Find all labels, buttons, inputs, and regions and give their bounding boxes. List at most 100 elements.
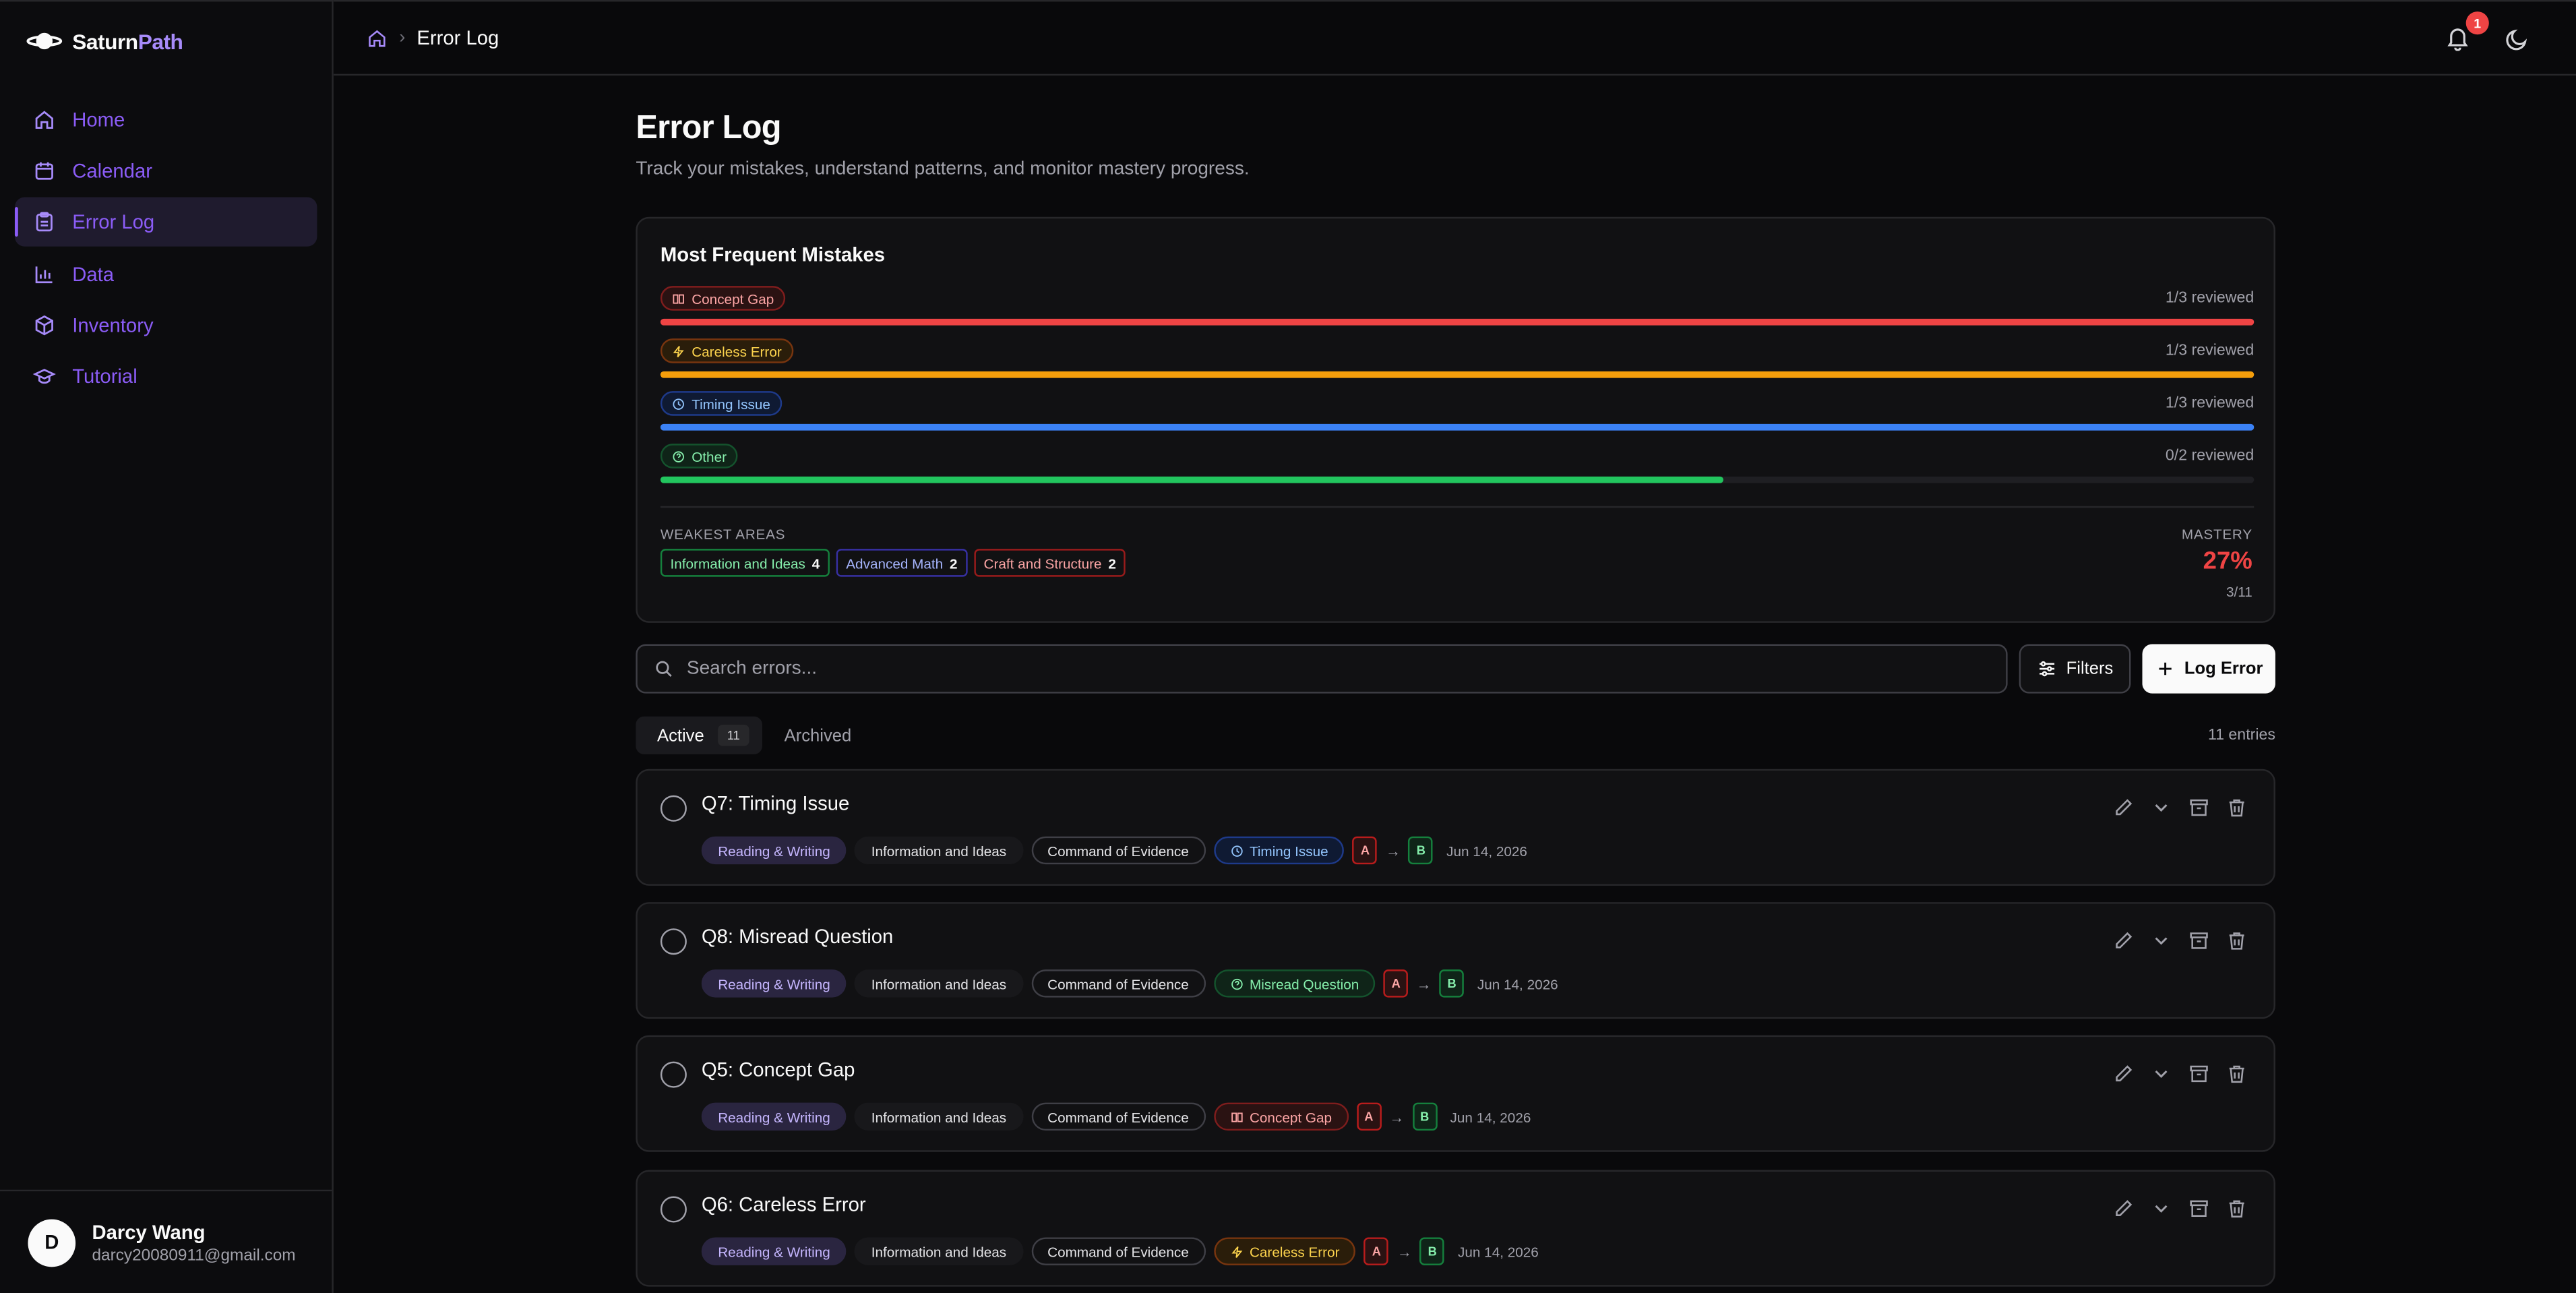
search-box <box>636 644 2008 694</box>
sidebar-nav: Home Calendar Error Log Data Inventory T… <box>14 95 317 402</box>
sidebar-item-label: Data <box>72 262 115 286</box>
book-icon <box>1231 1112 1242 1122</box>
sidebar-item-data[interactable]: Data <box>15 249 317 298</box>
error-row[interactable]: Q8: Misread Question Reading & Writing I… <box>636 902 2275 1019</box>
chevron-down-icon[interactable] <box>2151 1198 2172 1220</box>
correct-answer: B <box>1419 1237 1445 1265</box>
error-row[interactable]: Q5: Concept Gap Reading & Writing Inform… <box>636 1035 2275 1152</box>
bar-chart-icon <box>35 266 53 283</box>
pencil-icon[interactable] <box>2113 797 2135 818</box>
skill-tag: Command of Evidence <box>1031 969 1206 998</box>
chevron-down-icon[interactable] <box>2151 797 2172 818</box>
brand-logo[interactable]: SaturnPath <box>26 25 183 58</box>
sidebar-item-label: Inventory <box>72 313 154 337</box>
archive-icon[interactable] <box>2188 930 2210 952</box>
clipboard-icon <box>36 212 53 233</box>
review-toggle[interactable] <box>660 1196 687 1223</box>
card-title: Most Frequent Mistakes <box>660 243 886 266</box>
trash-icon[interactable] <box>2226 1198 2248 1220</box>
active-count: 11 <box>717 724 750 746</box>
chevron-down-icon[interactable] <box>2151 1063 2172 1085</box>
archive-icon[interactable] <box>2188 1063 2210 1085</box>
trash-icon[interactable] <box>2226 1063 2248 1085</box>
tab-active[interactable]: Active 11 <box>636 716 763 754</box>
weakest-areas-label: WEAKEST AREAS <box>660 526 786 543</box>
subject-tag: Reading & Writing <box>701 1102 847 1131</box>
review-toggle[interactable] <box>660 795 687 822</box>
progress-track <box>660 476 2255 483</box>
sidebar-item-label: Calendar <box>72 159 152 183</box>
zap-icon <box>1231 1245 1242 1257</box>
error-row[interactable]: Q7: Timing Issue Reading & Writing Infor… <box>636 769 2275 886</box>
trash-icon[interactable] <box>2226 930 2248 952</box>
box-icon <box>35 315 53 335</box>
progress-track <box>660 423 2255 431</box>
review-toggle[interactable] <box>660 928 687 955</box>
correct-answer: B <box>1439 969 1465 998</box>
error-title: Q7: Timing Issue <box>701 791 850 815</box>
clock-icon <box>1231 845 1242 856</box>
error-type-tag: Timing Issue <box>1213 836 1345 865</box>
moon-icon[interactable] <box>2504 26 2530 53</box>
pencil-icon[interactable] <box>2113 1198 2135 1220</box>
reviewed-count: 1/3 reviewed <box>2165 342 2255 360</box>
arrow-right-icon: → <box>1397 1242 1412 1260</box>
help-circle-icon <box>1231 978 1242 990</box>
sidebar-item-home[interactable]: Home <box>15 95 317 144</box>
weak-area-chip[interactable]: Advanced Math 2 <box>836 549 968 577</box>
bell-icon[interactable] <box>2445 25 2471 51</box>
sidebar-item-calendar[interactable]: Calendar <box>15 146 317 196</box>
error-title: Q6: Careless Error <box>701 1193 866 1216</box>
mastery-label: MASTERY <box>2181 526 2252 543</box>
divider <box>660 506 2255 508</box>
trash-icon[interactable] <box>2226 797 2248 818</box>
chosen-answer: A <box>1356 1102 1382 1131</box>
entries-count: 11 entries <box>2207 726 2275 745</box>
weak-area-chip[interactable]: Craft and Structure 2 <box>973 549 1126 577</box>
filters-button[interactable]: Filters <box>2019 644 2131 694</box>
mastery-fraction: 3/11 <box>2226 583 2252 600</box>
archive-icon[interactable] <box>2188 1198 2210 1220</box>
log-error-button[interactable]: Log Error <box>2142 644 2275 694</box>
chevron-down-icon[interactable] <box>2151 930 2172 952</box>
pencil-icon[interactable] <box>2113 1063 2135 1085</box>
arrow-right-icon: → <box>1416 975 1432 992</box>
chosen-answer: A <box>1383 969 1409 998</box>
clock-icon <box>673 398 684 409</box>
zap-icon <box>673 344 684 357</box>
progress-fill <box>660 476 1723 483</box>
book-icon <box>673 293 684 303</box>
chosen-answer: A <box>1353 836 1378 865</box>
reviewed-count: 0/2 reviewed <box>2165 447 2255 465</box>
weak-area-chip[interactable]: Information and Ideas 4 <box>660 549 830 577</box>
search-input[interactable] <box>686 659 1969 679</box>
page-subtitle: Track your mistakes, understand patterns… <box>636 159 1250 179</box>
user-profile[interactable]: D Darcy Wang darcy20080911@gmail.com <box>0 1189 332 1293</box>
error-row[interactable]: Q6: Careless Error Reading & Writing Inf… <box>636 1170 2275 1287</box>
sidebar-item-label: Home <box>72 108 125 131</box>
error-date: Jun 14, 2026 <box>1458 1242 1539 1260</box>
progress-track <box>660 371 2255 378</box>
domain-tag: Information and Ideas <box>855 969 1023 998</box>
search-icon <box>656 661 672 678</box>
page-title: Error Log <box>636 110 781 146</box>
calendar-icon <box>35 162 53 181</box>
error-type-tag: Careless Error <box>1213 1237 1356 1265</box>
progress-fill <box>660 423 2255 431</box>
subject-tag: Reading & Writing <box>701 1237 847 1265</box>
top-bar: › Error Log 1 <box>333 0 2576 76</box>
archive-icon[interactable] <box>2188 797 2210 818</box>
other-chip: Other <box>660 444 739 469</box>
home-icon[interactable] <box>367 27 388 49</box>
tab-archived[interactable]: Archived <box>784 725 852 746</box>
plus-icon <box>2158 662 2171 675</box>
sidebar-item-tutorial[interactable]: Tutorial <box>15 351 317 400</box>
notification-badge: 1 <box>2465 11 2489 35</box>
sidebar-item-error-log[interactable]: Error Log <box>14 198 317 247</box>
breadcrumb-current: Error Log <box>417 26 499 50</box>
arrow-right-icon: → <box>1389 1108 1405 1125</box>
pencil-icon[interactable] <box>2113 930 2135 952</box>
sidebar-item-inventory[interactable]: Inventory <box>15 300 317 349</box>
review-toggle[interactable] <box>660 1061 687 1088</box>
chosen-answer: A <box>1364 1237 1389 1265</box>
